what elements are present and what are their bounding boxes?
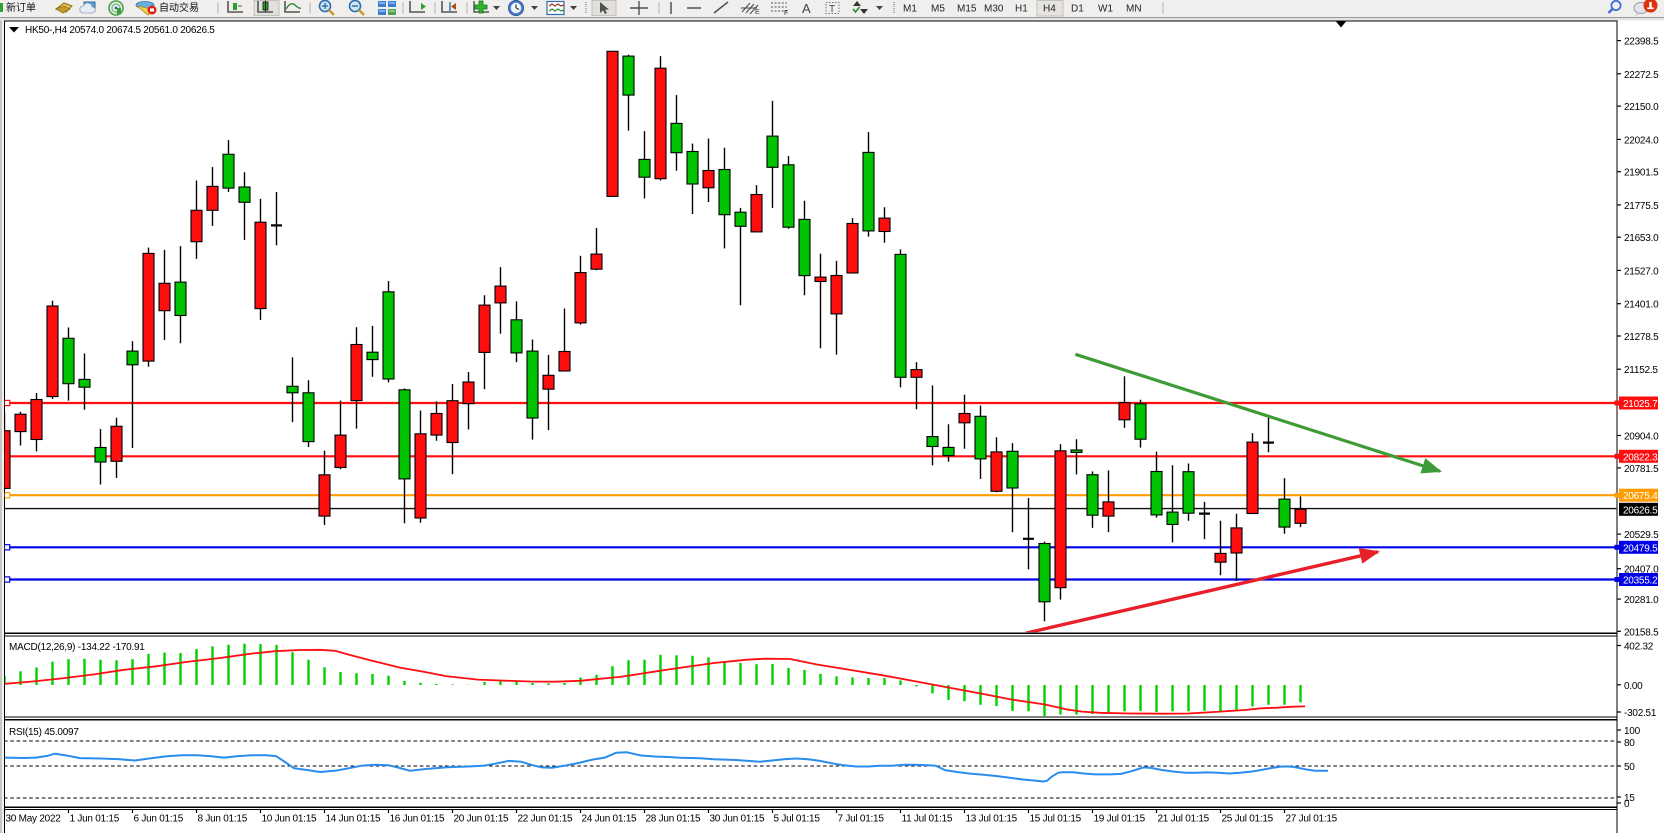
svg-text:20479.5: 20479.5 bbox=[1623, 543, 1658, 554]
svg-text:20529.5: 20529.5 bbox=[1624, 530, 1659, 541]
svg-text:新订单: 新订单 bbox=[6, 1, 36, 14]
svg-text:22150.0: 22150.0 bbox=[1624, 102, 1659, 113]
svg-text:15 Jul 01:15: 15 Jul 01:15 bbox=[1030, 814, 1082, 825]
svg-text:22 Jun 01:15: 22 Jun 01:15 bbox=[518, 814, 574, 825]
svg-text:13 Jul 01:15: 13 Jul 01:15 bbox=[966, 814, 1018, 825]
svg-text:21527.0: 21527.0 bbox=[1624, 266, 1659, 277]
svg-text:11 Jul 01:15: 11 Jul 01:15 bbox=[902, 814, 953, 825]
svg-text:30 Jun 01:15: 30 Jun 01:15 bbox=[710, 814, 766, 825]
svg-text:22024.0: 22024.0 bbox=[1624, 135, 1659, 146]
svg-text:HK50-,H4 20574.0 20674.5 2056: HK50-,H4 20574.0 20674.5 20561.0 20626.5 bbox=[25, 25, 215, 36]
svg-text:A: A bbox=[802, 1, 811, 16]
svg-text:80: 80 bbox=[1624, 738, 1635, 749]
svg-text:21901.5: 21901.5 bbox=[1624, 168, 1659, 179]
svg-text:21025.7: 21025.7 bbox=[1623, 399, 1658, 410]
svg-text:MN: MN bbox=[1126, 4, 1142, 15]
svg-text:MACD(12,26,9) -134.22 -170.91: MACD(12,26,9) -134.22 -170.91 bbox=[9, 642, 145, 653]
svg-text:25 Jul 01:15: 25 Jul 01:15 bbox=[1222, 814, 1274, 825]
svg-text:21775.5: 21775.5 bbox=[1624, 201, 1659, 212]
svg-text:W1: W1 bbox=[1098, 4, 1113, 15]
svg-text:21152.5: 21152.5 bbox=[1624, 365, 1658, 376]
svg-text:0: 0 bbox=[1624, 799, 1630, 810]
svg-text:24 Jun 01:15: 24 Jun 01:15 bbox=[582, 814, 638, 825]
svg-text:20 Jun 01:15: 20 Jun 01:15 bbox=[454, 814, 510, 825]
svg-text:20158.5: 20158.5 bbox=[1624, 627, 1659, 638]
svg-text:20355.2: 20355.2 bbox=[1623, 576, 1658, 587]
svg-text:19 Jul 01:15: 19 Jul 01:15 bbox=[1094, 814, 1146, 825]
svg-text:27 Jul 01:15: 27 Jul 01:15 bbox=[1286, 814, 1338, 825]
svg-text:20281.0: 20281.0 bbox=[1624, 595, 1659, 606]
svg-text:28 Jun 01:15: 28 Jun 01:15 bbox=[646, 814, 702, 825]
svg-text:M15: M15 bbox=[957, 4, 977, 15]
svg-text:自动交易: 自动交易 bbox=[159, 1, 199, 14]
svg-text:6 Jun 01:15: 6 Jun 01:15 bbox=[134, 814, 184, 825]
svg-text:E: E bbox=[755, 9, 760, 16]
svg-text:M30: M30 bbox=[984, 4, 1004, 15]
svg-text:16 Jun 01:15: 16 Jun 01:15 bbox=[390, 814, 446, 825]
svg-text:21653.0: 21653.0 bbox=[1624, 233, 1659, 244]
svg-text:30 May 2022: 30 May 2022 bbox=[6, 814, 62, 825]
svg-text:7 Jul 01:15: 7 Jul 01:15 bbox=[838, 814, 885, 825]
svg-text:20822.3: 20822.3 bbox=[1623, 452, 1658, 463]
svg-text:402.32: 402.32 bbox=[1624, 642, 1654, 653]
svg-text:RSI(15) 45.0097: RSI(15) 45.0097 bbox=[9, 727, 79, 738]
svg-text:20781.5: 20781.5 bbox=[1624, 464, 1659, 475]
svg-text:20904.0: 20904.0 bbox=[1624, 432, 1659, 443]
svg-text:F: F bbox=[784, 10, 788, 17]
svg-text:1 Jun 01:15: 1 Jun 01:15 bbox=[70, 814, 120, 825]
svg-text:-302.51: -302.51 bbox=[1624, 708, 1657, 719]
svg-text:D1: D1 bbox=[1071, 4, 1084, 15]
svg-text:100: 100 bbox=[1624, 726, 1641, 737]
svg-text:M1: M1 bbox=[903, 4, 917, 15]
svg-text:10 Jun 01:15: 10 Jun 01:15 bbox=[262, 814, 318, 825]
svg-text:5 Jul 01:15: 5 Jul 01:15 bbox=[774, 814, 821, 825]
svg-text:50: 50 bbox=[1624, 762, 1635, 773]
svg-text:22398.5: 22398.5 bbox=[1624, 37, 1659, 48]
svg-text:21 Jul 01:15: 21 Jul 01:15 bbox=[1158, 814, 1210, 825]
svg-text:H1: H1 bbox=[1015, 4, 1028, 15]
svg-text:0.00: 0.00 bbox=[1624, 681, 1643, 692]
svg-text:H4: H4 bbox=[1043, 4, 1056, 15]
svg-text:8 Jun 01:15: 8 Jun 01:15 bbox=[198, 814, 248, 825]
svg-text:22272.5: 22272.5 bbox=[1624, 70, 1659, 81]
svg-text:M5: M5 bbox=[931, 4, 945, 15]
svg-text:20626.5: 20626.5 bbox=[1623, 505, 1658, 516]
svg-text:21278.5: 21278.5 bbox=[1624, 332, 1659, 343]
svg-text:14 Jun 01:15: 14 Jun 01:15 bbox=[326, 814, 382, 825]
svg-text:21401.0: 21401.0 bbox=[1624, 300, 1659, 311]
svg-text:20675.4: 20675.4 bbox=[1623, 491, 1658, 502]
svg-text:T: T bbox=[829, 4, 835, 15]
